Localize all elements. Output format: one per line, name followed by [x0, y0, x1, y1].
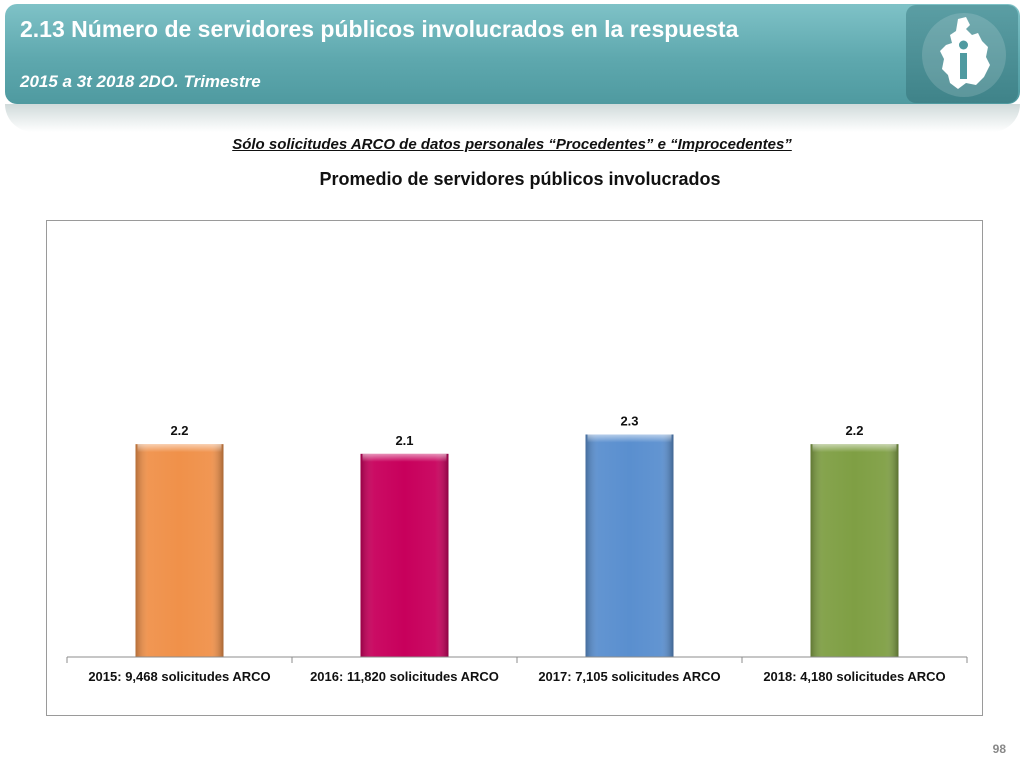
bar-1	[360, 453, 449, 657]
section-label: Sólo solicitudes ARCO de datos personale…	[232, 136, 792, 153]
logo	[906, 5, 1018, 103]
data-label: 2.2	[170, 423, 188, 438]
data-label: 2.3	[620, 413, 638, 428]
header-shadow	[5, 104, 1020, 132]
bar-highlight	[587, 434, 672, 443]
category-label: 2017: 7,105 solicitudes ARCO	[538, 669, 720, 684]
header-banner	[5, 4, 1020, 104]
page-subtitle: 2015 a 3t 2018 2DO. Trimestre	[20, 72, 261, 91]
bar-2	[585, 434, 674, 657]
bar-shading	[585, 434, 674, 657]
category-label: 2015: 9,468 solicitudes ARCO	[88, 669, 270, 684]
bar-shading	[360, 453, 449, 657]
bar-0	[135, 444, 224, 657]
category-label: 2018: 4,180 solicitudes ARCO	[763, 669, 945, 684]
bar-shading	[810, 444, 899, 657]
data-label: 2.1	[395, 433, 413, 448]
page-number: 98	[992, 742, 1006, 756]
bar-3	[810, 444, 899, 657]
category-label: 2016: 11,820 solicitudes ARCO	[310, 669, 499, 684]
data-label: 2.2	[845, 423, 863, 438]
bar-highlight	[362, 453, 447, 462]
chart-area: 2.2 2.1 2.3 2.2 2015: 9,468 solicitudes ARC…	[46, 220, 983, 716]
chart-title: Promedio de servidores públicos involucr…	[319, 169, 721, 189]
page-title: 2.13 Número de servidores públicos invol…	[20, 16, 739, 42]
bar-shading	[135, 444, 224, 657]
bar-chart: 2.2 2.1 2.3 2.2 2015: 9,468 solicitudes ARC…	[66, 413, 968, 684]
bar-highlight	[137, 444, 222, 453]
bar-highlight	[812, 444, 897, 453]
city-map-logo-icon	[922, 13, 1006, 97]
